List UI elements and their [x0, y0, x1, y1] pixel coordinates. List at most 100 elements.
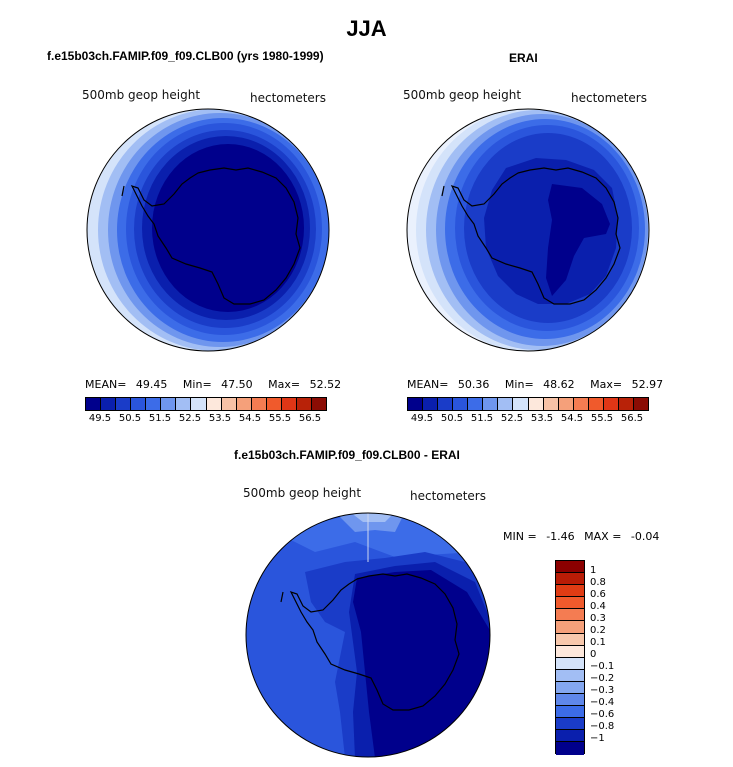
- colorbar-tick-label: 50.5: [440, 413, 464, 424]
- colorbar-tick-label: 50.5: [118, 413, 142, 424]
- colorbar-swatch: [556, 730, 584, 743]
- panel2-title: ERAI: [509, 51, 538, 65]
- colorbar-swatch: [556, 645, 584, 658]
- panel1-field-label: 500mb geop height: [82, 88, 201, 102]
- colorbar-tick-label: −0.3: [590, 685, 615, 696]
- panel2-map: [406, 108, 650, 352]
- panel3-stats: MIN = -1.46 MAX = -0.04: [503, 530, 659, 543]
- panel3-colorbar: [555, 560, 585, 755]
- panel1-antarctica-outline: [130, 167, 301, 305]
- colorbar-swatch: [191, 398, 207, 410]
- colorbar-swatch: [438, 398, 454, 410]
- colorbar-tick-label: 56.5: [298, 413, 322, 424]
- colorbar-swatch: [86, 398, 102, 410]
- colorbar-swatch: [603, 398, 619, 410]
- colorbar-swatch: [468, 398, 484, 410]
- colorbar-tick-label: −0.4: [590, 697, 615, 708]
- panel3-field-label: 500mb geop height: [243, 486, 362, 500]
- colorbar-swatch: [556, 718, 584, 731]
- panel2-unit-label: hectometers: [571, 91, 647, 105]
- panel3-max-label: MAX =: [584, 530, 622, 543]
- colorbar-swatch: [556, 585, 584, 598]
- colorbar-tick-label: −0.8: [590, 721, 615, 732]
- colorbar-tick-label: 55.5: [590, 413, 614, 424]
- colorbar-tick-label: 52.5: [178, 413, 202, 424]
- colorbar-swatch: [131, 398, 147, 410]
- colorbar-swatch: [556, 621, 584, 634]
- panel2-min-value: 48.62: [543, 378, 575, 391]
- colorbar-swatch: [556, 706, 584, 719]
- colorbar-tick-label: 0.1: [590, 637, 606, 648]
- colorbar-tick-label: 51.5: [148, 413, 172, 424]
- panel1-colorbar: [85, 397, 327, 411]
- colorbar-swatch: [633, 398, 648, 410]
- colorbar-swatch: [588, 398, 604, 410]
- colorbar-swatch: [296, 398, 312, 410]
- panel1-mean-label: MEAN=: [85, 378, 127, 391]
- colorbar-swatch: [281, 398, 297, 410]
- colorbar-swatch: [556, 633, 584, 646]
- panel1-mean-value: 49.45: [135, 378, 168, 391]
- colorbar-swatch: [146, 398, 162, 410]
- panel3-min-value: -1.46: [546, 530, 575, 543]
- panel1-stats: MEAN= 49.45 Min= 47.50 Max= 52.52: [85, 378, 341, 391]
- panel3-band: [353, 570, 490, 757]
- colorbar-swatch: [556, 561, 584, 574]
- panel1-band: [152, 144, 304, 312]
- panel2-field-label: 500mb geop height: [403, 88, 522, 102]
- colorbar-tick-label: 0: [590, 649, 597, 660]
- colorbar-tick-label: 56.5: [620, 413, 644, 424]
- colorbar-tick-label: 53.5: [530, 413, 554, 424]
- panel2-max-value: 52.97: [631, 378, 664, 391]
- colorbar-swatch: [513, 398, 529, 410]
- panel2-colorbar-ticks: 49.5 50.5 51.5 52.5 53.5 54.5 55.5 56.5: [407, 413, 649, 427]
- colorbar-swatch: [556, 681, 584, 695]
- colorbar-swatch: [266, 398, 282, 410]
- colorbar-swatch: [221, 398, 237, 410]
- panel3-unit-label: hectometers: [410, 489, 486, 503]
- colorbar-swatch: [556, 694, 584, 707]
- colorbar-tick-label: 53.5: [208, 413, 232, 424]
- panel3-max-value: -0.04: [630, 530, 660, 543]
- colorbar-swatch: [556, 609, 584, 622]
- colorbar-tick-label: 49.5: [410, 413, 434, 424]
- panel3-antarctica-outline: [289, 573, 460, 711]
- colorbar-swatch: [573, 398, 589, 410]
- colorbar-swatch: [483, 398, 499, 410]
- colorbar-tick-label: 55.5: [268, 413, 292, 424]
- colorbar-swatch: [528, 398, 544, 410]
- colorbar-tick-label: −0.6: [590, 709, 615, 720]
- panel2-band: [546, 184, 610, 296]
- colorbar-swatch: [498, 398, 514, 410]
- panel2-min-label: Min=: [504, 378, 534, 391]
- colorbar-swatch: [206, 398, 222, 410]
- colorbar-swatch: [543, 398, 559, 410]
- colorbar-tick-label: 54.5: [560, 413, 584, 424]
- colorbar-tick-label: 0.2: [590, 625, 606, 636]
- panel1-colorbar-ticks: 49.5 50.5 51.5 52.5 53.5 54.5 55.5 56.5: [85, 413, 327, 427]
- panel1-min-label: Min=: [182, 378, 212, 391]
- panel3-map: [245, 512, 491, 758]
- panel1-title: f.e15b03ch.FAMIP.f09_f09.CLB00 (yrs 1980…: [47, 49, 324, 63]
- colorbar-tick-label: −1: [590, 733, 605, 744]
- panel2-mean-value: 50.36: [457, 378, 490, 391]
- colorbar-swatch: [556, 597, 584, 610]
- colorbar-tick-label: −0.2: [590, 673, 615, 684]
- panel3-title: f.e15b03ch.FAMIP.f09_f09.CLB00 - ERAI: [234, 448, 460, 462]
- colorbar-swatch: [453, 398, 469, 410]
- colorbar-swatch: [556, 742, 584, 755]
- panel2-antarctica-outline: [450, 167, 621, 305]
- colorbar-swatch: [556, 669, 584, 682]
- panel1-map: [86, 108, 330, 352]
- colorbar-swatch: [558, 398, 574, 410]
- colorbar-swatch: [408, 398, 424, 410]
- colorbar-tick-label: −0.1: [590, 661, 615, 672]
- colorbar-swatch: [101, 398, 117, 410]
- panel3-colorbar-ticks: 1 0.8 0.6 0.4 0.3 0.2 0.1 0 −0.1 −0.2 −0.3 −0.4 −0.6…: [590, 560, 630, 754]
- panel1-max-label: Max=: [268, 378, 301, 391]
- colorbar-tick-label: 0.6: [590, 589, 606, 600]
- colorbar-swatch: [236, 398, 252, 410]
- colorbar-tick-label: 0.4: [590, 601, 606, 612]
- colorbar-tick-label: 51.5: [470, 413, 494, 424]
- panel3-min-label: MIN =: [503, 530, 537, 543]
